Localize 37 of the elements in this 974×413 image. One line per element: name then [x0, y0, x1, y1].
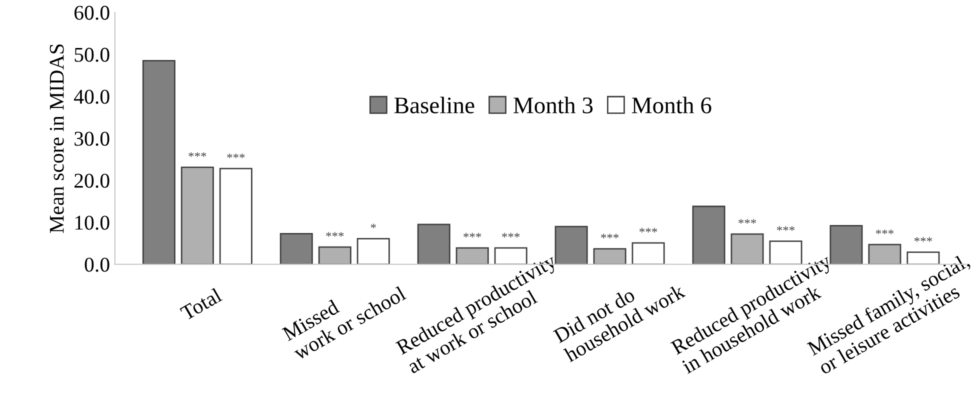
y-axis-title: Mean score in MIDAS: [50, 44, 64, 233]
data-label: ***: [776, 226, 795, 231]
y-tick-label: 40.0: [74, 90, 110, 104]
data-label: ***: [502, 232, 520, 238]
data-label: ***: [601, 234, 619, 238]
y-tick-label: 10.0: [75, 216, 110, 230]
bar: [692, 206, 726, 264]
bar: [593, 248, 626, 264]
bar: [632, 242, 665, 264]
bar: [318, 246, 352, 264]
x-tick-label: Total: [179, 287, 223, 321]
data-label: ***: [876, 230, 894, 234]
data-label: ***: [640, 228, 658, 232]
bar: [830, 224, 863, 264]
data-label: ***: [914, 237, 932, 242]
bar: [142, 60, 176, 264]
bar: [280, 232, 313, 264]
legend-label: Baseline: [394, 96, 474, 114]
bar: [868, 244, 902, 264]
data-label: ***: [326, 232, 344, 237]
legend-label: Month 6: [632, 96, 712, 114]
bar: [180, 166, 214, 264]
data-label: ***: [464, 232, 482, 238]
data-label: ***: [188, 152, 206, 157]
legend-label: Month 3: [514, 96, 593, 114]
y-tick-label: 60.0: [74, 6, 110, 20]
y-tick-label: 50.0: [74, 48, 110, 62]
bar: [554, 226, 588, 264]
y-tick-label: 0.0: [84, 258, 110, 272]
bar: [417, 224, 450, 264]
data-label: *: [370, 224, 376, 228]
data-label: ***: [738, 219, 756, 224]
y-tick-label: 30.0: [74, 132, 110, 146]
bar: [356, 238, 390, 264]
data-label: ***: [227, 154, 245, 158]
y-tick-label: 20.0: [74, 174, 110, 188]
bar: [219, 168, 252, 264]
